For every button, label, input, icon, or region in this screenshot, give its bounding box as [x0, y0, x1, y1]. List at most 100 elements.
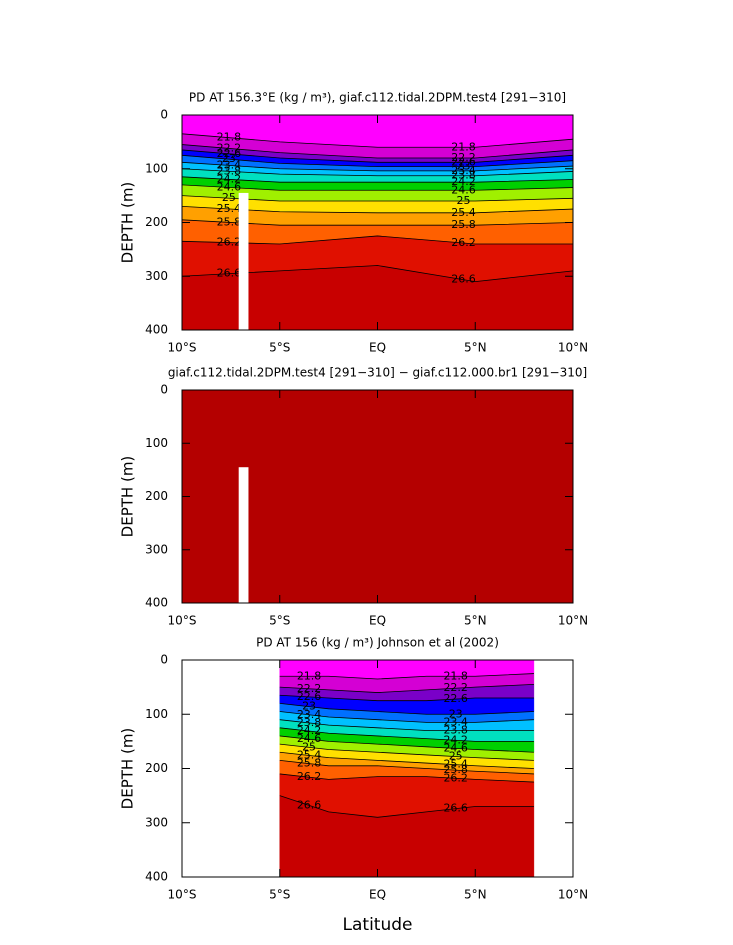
contour-label: 24.6	[217, 180, 242, 193]
y-tick-label: 400	[145, 596, 168, 610]
contour-label: 26.6	[443, 802, 468, 815]
contour-label: 21.8	[443, 669, 468, 682]
contour-line	[279, 727, 534, 742]
x-tick-label: 10°S	[168, 341, 197, 355]
x-tick-label: 5°S	[269, 888, 290, 902]
contour-line	[279, 719, 534, 731]
contour-line	[181, 176, 574, 183]
contour-line	[181, 144, 574, 159]
contour-label: 24.6	[443, 741, 468, 754]
contour-line	[181, 168, 574, 177]
contour-label: 21.8	[297, 669, 322, 682]
x-tick-label: 5°N	[464, 888, 487, 902]
contour-label: 22.6	[443, 692, 468, 705]
x-tick-label: 5°N	[464, 614, 487, 628]
contour-label: 26.2	[217, 236, 242, 249]
y-tick-label: 300	[145, 815, 168, 829]
contour-label: 23	[222, 152, 236, 165]
x-tick-label: 10°S	[168, 614, 197, 628]
contour-label: 23.8	[217, 164, 242, 177]
contour-label: 23	[449, 707, 463, 720]
contour-label: 23.8	[451, 169, 476, 182]
contour-line	[279, 751, 534, 769]
y-axis-label: DEPTH (m)	[119, 728, 137, 810]
contour-label: 24.6	[451, 183, 476, 196]
contour-label: 23.4	[451, 164, 476, 177]
contour-label: 25.4	[217, 202, 242, 215]
contour-label: 26.2	[451, 236, 476, 249]
contour-label: 25.4	[451, 206, 476, 219]
y-tick-label: 300	[145, 542, 168, 556]
contour-label: 23.4	[217, 158, 242, 171]
y-tick-label: 100	[145, 707, 168, 721]
contour-label: 23.4	[297, 708, 322, 721]
y-tick-label: 400	[145, 323, 168, 337]
y-tick-label: 100	[145, 436, 168, 450]
y-tick-label: 0	[160, 383, 168, 397]
chart-title: giaf.c112.tidal.2DPM.test4 [291−310] − g…	[168, 366, 587, 380]
contour-label: 25	[457, 194, 471, 207]
contour-label: 23	[302, 700, 316, 713]
contour-label: 24.6	[297, 732, 322, 745]
contour-line	[279, 773, 534, 783]
x-tick-label: 5°S	[269, 341, 290, 355]
contour-label: 21.8	[217, 131, 242, 144]
y-axis-label: DEPTH (m)	[119, 456, 137, 538]
contour-line	[279, 743, 534, 761]
contour-label: 26.2	[443, 771, 468, 784]
y-tick-label: 400	[145, 870, 168, 884]
contour-label: 25	[222, 191, 236, 204]
contour-line	[181, 149, 574, 163]
contour-label: 26.6	[297, 798, 322, 811]
missing-region	[238, 467, 249, 603]
y-tick-label: 0	[160, 108, 168, 122]
contour-line	[279, 703, 534, 715]
y-tick-label: 200	[145, 489, 168, 503]
contour-label: 25.8	[297, 757, 322, 770]
contour-label: 25.8	[451, 218, 476, 231]
contour-label: 22.6	[217, 147, 242, 160]
missing-region	[238, 192, 249, 330]
contour-label: 26.6	[217, 267, 242, 280]
contour-label: 25.4	[297, 748, 322, 761]
contour-label: 22.2	[297, 682, 322, 695]
x-tick-label: 10°N	[558, 888, 588, 902]
x-tick-label: EQ	[369, 614, 386, 628]
contour-label: 26.2	[297, 770, 322, 783]
contour-label: 25.4	[443, 758, 468, 771]
contour-line	[181, 161, 574, 172]
contour-label: 24.2	[297, 724, 322, 737]
y-axis-label: DEPTH (m)	[119, 182, 137, 264]
contour-label: 25	[302, 740, 316, 753]
contour-line	[279, 795, 534, 818]
x-tick-label: 10°S	[168, 888, 197, 902]
y-tick-label: 300	[145, 269, 168, 283]
contour-label: 23.8	[297, 716, 322, 729]
x-tick-label: EQ	[369, 341, 386, 355]
y-tick-label: 0	[160, 653, 168, 667]
contour-label: 23.8	[443, 724, 468, 737]
contour-label: 22.2	[451, 151, 476, 164]
y-tick-label: 200	[145, 761, 168, 775]
contour-line	[279, 694, 534, 702]
contour-line	[181, 184, 574, 191]
contour-label: 26.6	[451, 273, 476, 286]
chart-title: PD AT 156.3°E (kg / m³), giaf.c112.tidal…	[189, 91, 566, 105]
contour-line	[181, 133, 574, 148]
x-tick-label: 5°S	[269, 614, 290, 628]
contour-label: 23.4	[443, 715, 468, 728]
contour-line	[279, 684, 534, 693]
x-tick-label: 10°N	[558, 614, 588, 628]
contour-line	[279, 759, 534, 775]
contour-label: 25	[449, 750, 463, 763]
x-tick-label: 10°N	[558, 341, 588, 355]
contour-line	[279, 711, 534, 723]
y-tick-label: 100	[145, 161, 168, 175]
x-axis-label: Latitude	[343, 915, 413, 935]
contour-label: 22.6	[451, 155, 476, 168]
contour-line	[279, 673, 534, 680]
x-tick-label: 5°N	[464, 341, 487, 355]
contour-line	[279, 735, 534, 753]
chart-title: PD AT 156 (kg / m³) Johnson et al (2002)	[256, 636, 499, 650]
